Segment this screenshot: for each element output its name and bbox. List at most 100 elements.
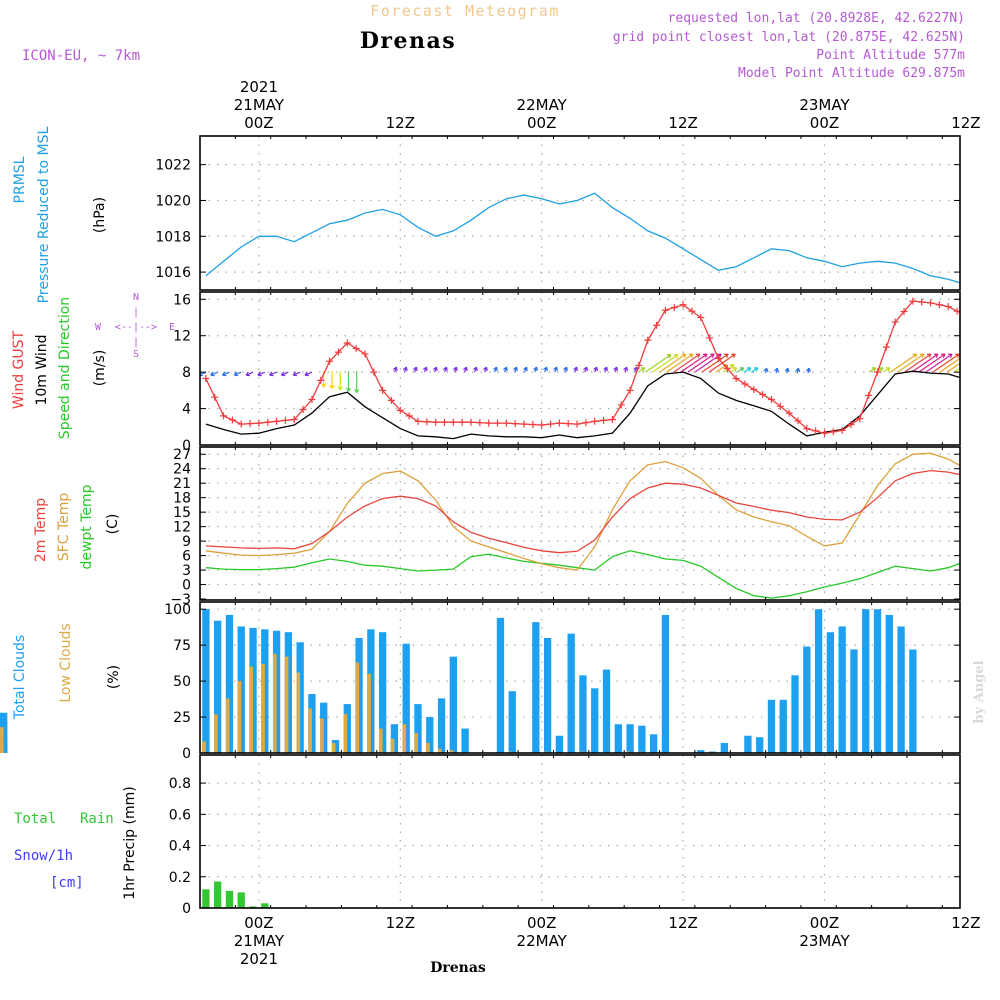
low-cloud-bar bbox=[0, 727, 4, 753]
total-cloud-bar bbox=[850, 649, 858, 753]
gust-marker bbox=[529, 421, 537, 429]
gust-marker bbox=[909, 297, 917, 305]
point-altitude: Point Altitude 577m bbox=[816, 48, 965, 63]
snow-label: Snow/1h bbox=[14, 848, 73, 864]
sfc-label: SFC Temp bbox=[56, 493, 72, 562]
rain-bar bbox=[261, 903, 269, 908]
wind-unit: (m/s) bbox=[92, 350, 108, 387]
total-cloud-bar bbox=[602, 669, 611, 753]
gust-marker bbox=[874, 368, 882, 376]
total-cloud-bar bbox=[661, 614, 670, 753]
gust-marker bbox=[732, 375, 740, 383]
time-label-top: 00Z bbox=[244, 114, 273, 132]
total-cloud-bar bbox=[496, 617, 505, 753]
gust-marker bbox=[706, 334, 714, 342]
wind-direction-arrow bbox=[751, 367, 759, 373]
grid-point-coords: grid point closest lon,lat (20.875E, 42.… bbox=[613, 30, 965, 45]
gust-marker bbox=[255, 419, 263, 427]
total-cloud-bar bbox=[803, 646, 811, 753]
low-clouds-label: Low Clouds bbox=[58, 623, 74, 702]
y-tick-label: 1022 bbox=[155, 158, 191, 174]
gust-marker bbox=[432, 418, 440, 426]
gust-marker bbox=[838, 426, 846, 434]
wind-direction-arrow bbox=[245, 371, 254, 377]
gust-marker bbox=[555, 419, 563, 427]
panel-frame-pressure bbox=[199, 135, 961, 291]
wind-direction-fill bbox=[200, 353, 1000, 394]
wind-direction-arrow bbox=[975, 355, 1000, 373]
time-label-top: 12Z bbox=[668, 114, 697, 132]
total-cloud-bar bbox=[897, 626, 905, 753]
panel-frame-wind bbox=[199, 291, 961, 446]
time-label-bottom: 00Z bbox=[244, 914, 273, 932]
wind-direction-arrow bbox=[563, 366, 568, 373]
gust-marker bbox=[882, 343, 890, 351]
wind-direction-arrow bbox=[918, 353, 946, 373]
y-tick-label: 0 bbox=[182, 901, 191, 917]
y-tick-label: 3 bbox=[182, 563, 191, 579]
gust-marker bbox=[440, 418, 448, 426]
wind-direction-arrow bbox=[701, 353, 729, 373]
gust-marker bbox=[767, 395, 775, 403]
gust-marker bbox=[679, 301, 687, 309]
footer-location: Drenas bbox=[430, 960, 486, 976]
pressure-unit: (hPa) bbox=[92, 197, 108, 233]
time-label-top: 12Z bbox=[386, 114, 415, 132]
compass-arrow-up: | bbox=[133, 307, 139, 318]
low-cloud-bar bbox=[437, 748, 442, 753]
wind-direction-arrow bbox=[645, 354, 672, 373]
rain-bar bbox=[237, 892, 245, 908]
wind-labels: Wind GUST 10m Wind Speed and Direction (… bbox=[11, 292, 175, 439]
wind-direction-arrow bbox=[422, 366, 428, 373]
wind-direction-arrow bbox=[221, 371, 230, 377]
gust-marker bbox=[494, 419, 502, 427]
model-label: ICON-EU, ~ 7km bbox=[22, 48, 140, 64]
gust-marker bbox=[829, 428, 837, 436]
wind-direction-arrow bbox=[257, 371, 266, 377]
wind-direction-arrow bbox=[890, 353, 918, 373]
wind-direction-arrow bbox=[462, 366, 468, 373]
wind-direction-arrow bbox=[583, 366, 588, 373]
wind-direction-arrow bbox=[533, 366, 538, 373]
total-cloud-bar bbox=[697, 750, 705, 753]
compass-arrow-h: <--|--> bbox=[115, 322, 157, 333]
time-label-bottom: 12Z bbox=[386, 914, 415, 932]
wind-direction-arrow bbox=[523, 366, 528, 373]
wind-direction-arrow bbox=[402, 366, 408, 373]
wind-direction-arrow bbox=[911, 353, 939, 373]
gust-marker bbox=[697, 314, 705, 321]
y-tick-label: −3 bbox=[170, 592, 191, 608]
total-cloud-bar bbox=[225, 614, 234, 753]
y-tick-label: 12 bbox=[173, 520, 191, 536]
wind-direction-arrow bbox=[744, 367, 752, 373]
wind-direction-arrow bbox=[666, 353, 694, 373]
total-cloud-bar bbox=[532, 622, 540, 753]
pressure-labels: PRMSL Pressure Reduced to MSL (hPa) bbox=[12, 126, 108, 303]
gust-marker bbox=[644, 336, 652, 344]
panel-frame-temp bbox=[199, 446, 961, 601]
wind-direction-label: Speed and Direction bbox=[57, 297, 73, 439]
wind-direction-arrow bbox=[925, 353, 953, 373]
low-cloud-bar bbox=[355, 662, 360, 753]
total-cloud-bar bbox=[555, 735, 564, 753]
y-tick-label: 4 bbox=[182, 402, 191, 418]
compass-west: W bbox=[95, 322, 102, 333]
wind-direction-arrow bbox=[968, 354, 994, 372]
total-cloud-bar bbox=[873, 609, 882, 753]
wind-direction-arrow bbox=[897, 353, 925, 373]
gust-marker bbox=[538, 421, 546, 429]
wind-direction-arrow bbox=[953, 367, 960, 373]
y-tick-label: 75 bbox=[173, 638, 191, 654]
gust-marker bbox=[661, 306, 669, 314]
wind-direction-arrow bbox=[805, 367, 811, 374]
low-cloud-bar bbox=[320, 718, 324, 753]
time-label-bottom: 23MAY bbox=[799, 932, 850, 950]
wind10m-label: 10m Wind bbox=[34, 334, 50, 405]
wind-direction-arrow bbox=[304, 371, 313, 377]
temp-unit: (C) bbox=[105, 514, 121, 535]
wind-direction-arrow bbox=[483, 366, 488, 373]
total-cloud-bar bbox=[543, 637, 552, 753]
low-cloud-bar bbox=[237, 681, 242, 753]
gust-marker bbox=[582, 419, 590, 427]
low-cloud-bar bbox=[331, 742, 336, 753]
